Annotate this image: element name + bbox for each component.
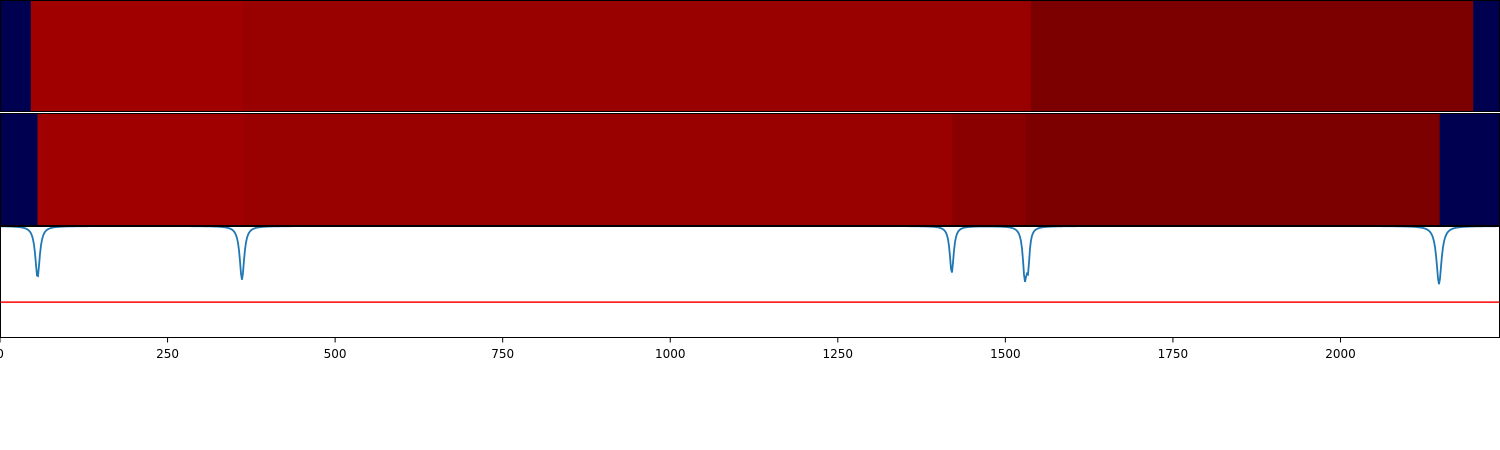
x-tick-label-2: 500 [324, 347, 347, 361]
segment-0-2 [242, 0, 1032, 112]
signal-line [0, 225, 1500, 285]
x-tick-label-1: 250 [156, 347, 179, 361]
x-tick-label-5: 1250 [823, 347, 854, 361]
segment-0-0 [0, 0, 32, 112]
segment-1-1 [37, 113, 245, 226]
segment-0-3 [1030, 0, 1474, 112]
x-axis: 0 250 500 750 1000 1250 1500 1750 2000 [0, 338, 1356, 361]
x-tick-label-6: 1500 [990, 347, 1021, 361]
segment-1-2 [243, 113, 953, 226]
segment-1-3 [951, 113, 1027, 226]
x-tick-label-7: 1750 [1158, 347, 1189, 361]
segment-row-bottom [0, 113, 1500, 226]
segment-0-4 [1473, 0, 1500, 112]
segment-row-top [0, 0, 1500, 112]
x-tick-label-8: 2000 [1325, 347, 1356, 361]
segment-1-0 [0, 113, 39, 226]
x-tick-label-3: 750 [491, 347, 514, 361]
x-tick-label-4: 1000 [655, 347, 686, 361]
segment-1-5 [1439, 113, 1500, 226]
x-tick-label-0: 0 [0, 347, 4, 361]
segment-1-4 [1025, 113, 1441, 226]
segment-0-1 [30, 0, 244, 112]
signal-panel [0, 225, 1500, 303]
panel-frame-2 [0, 226, 1500, 338]
